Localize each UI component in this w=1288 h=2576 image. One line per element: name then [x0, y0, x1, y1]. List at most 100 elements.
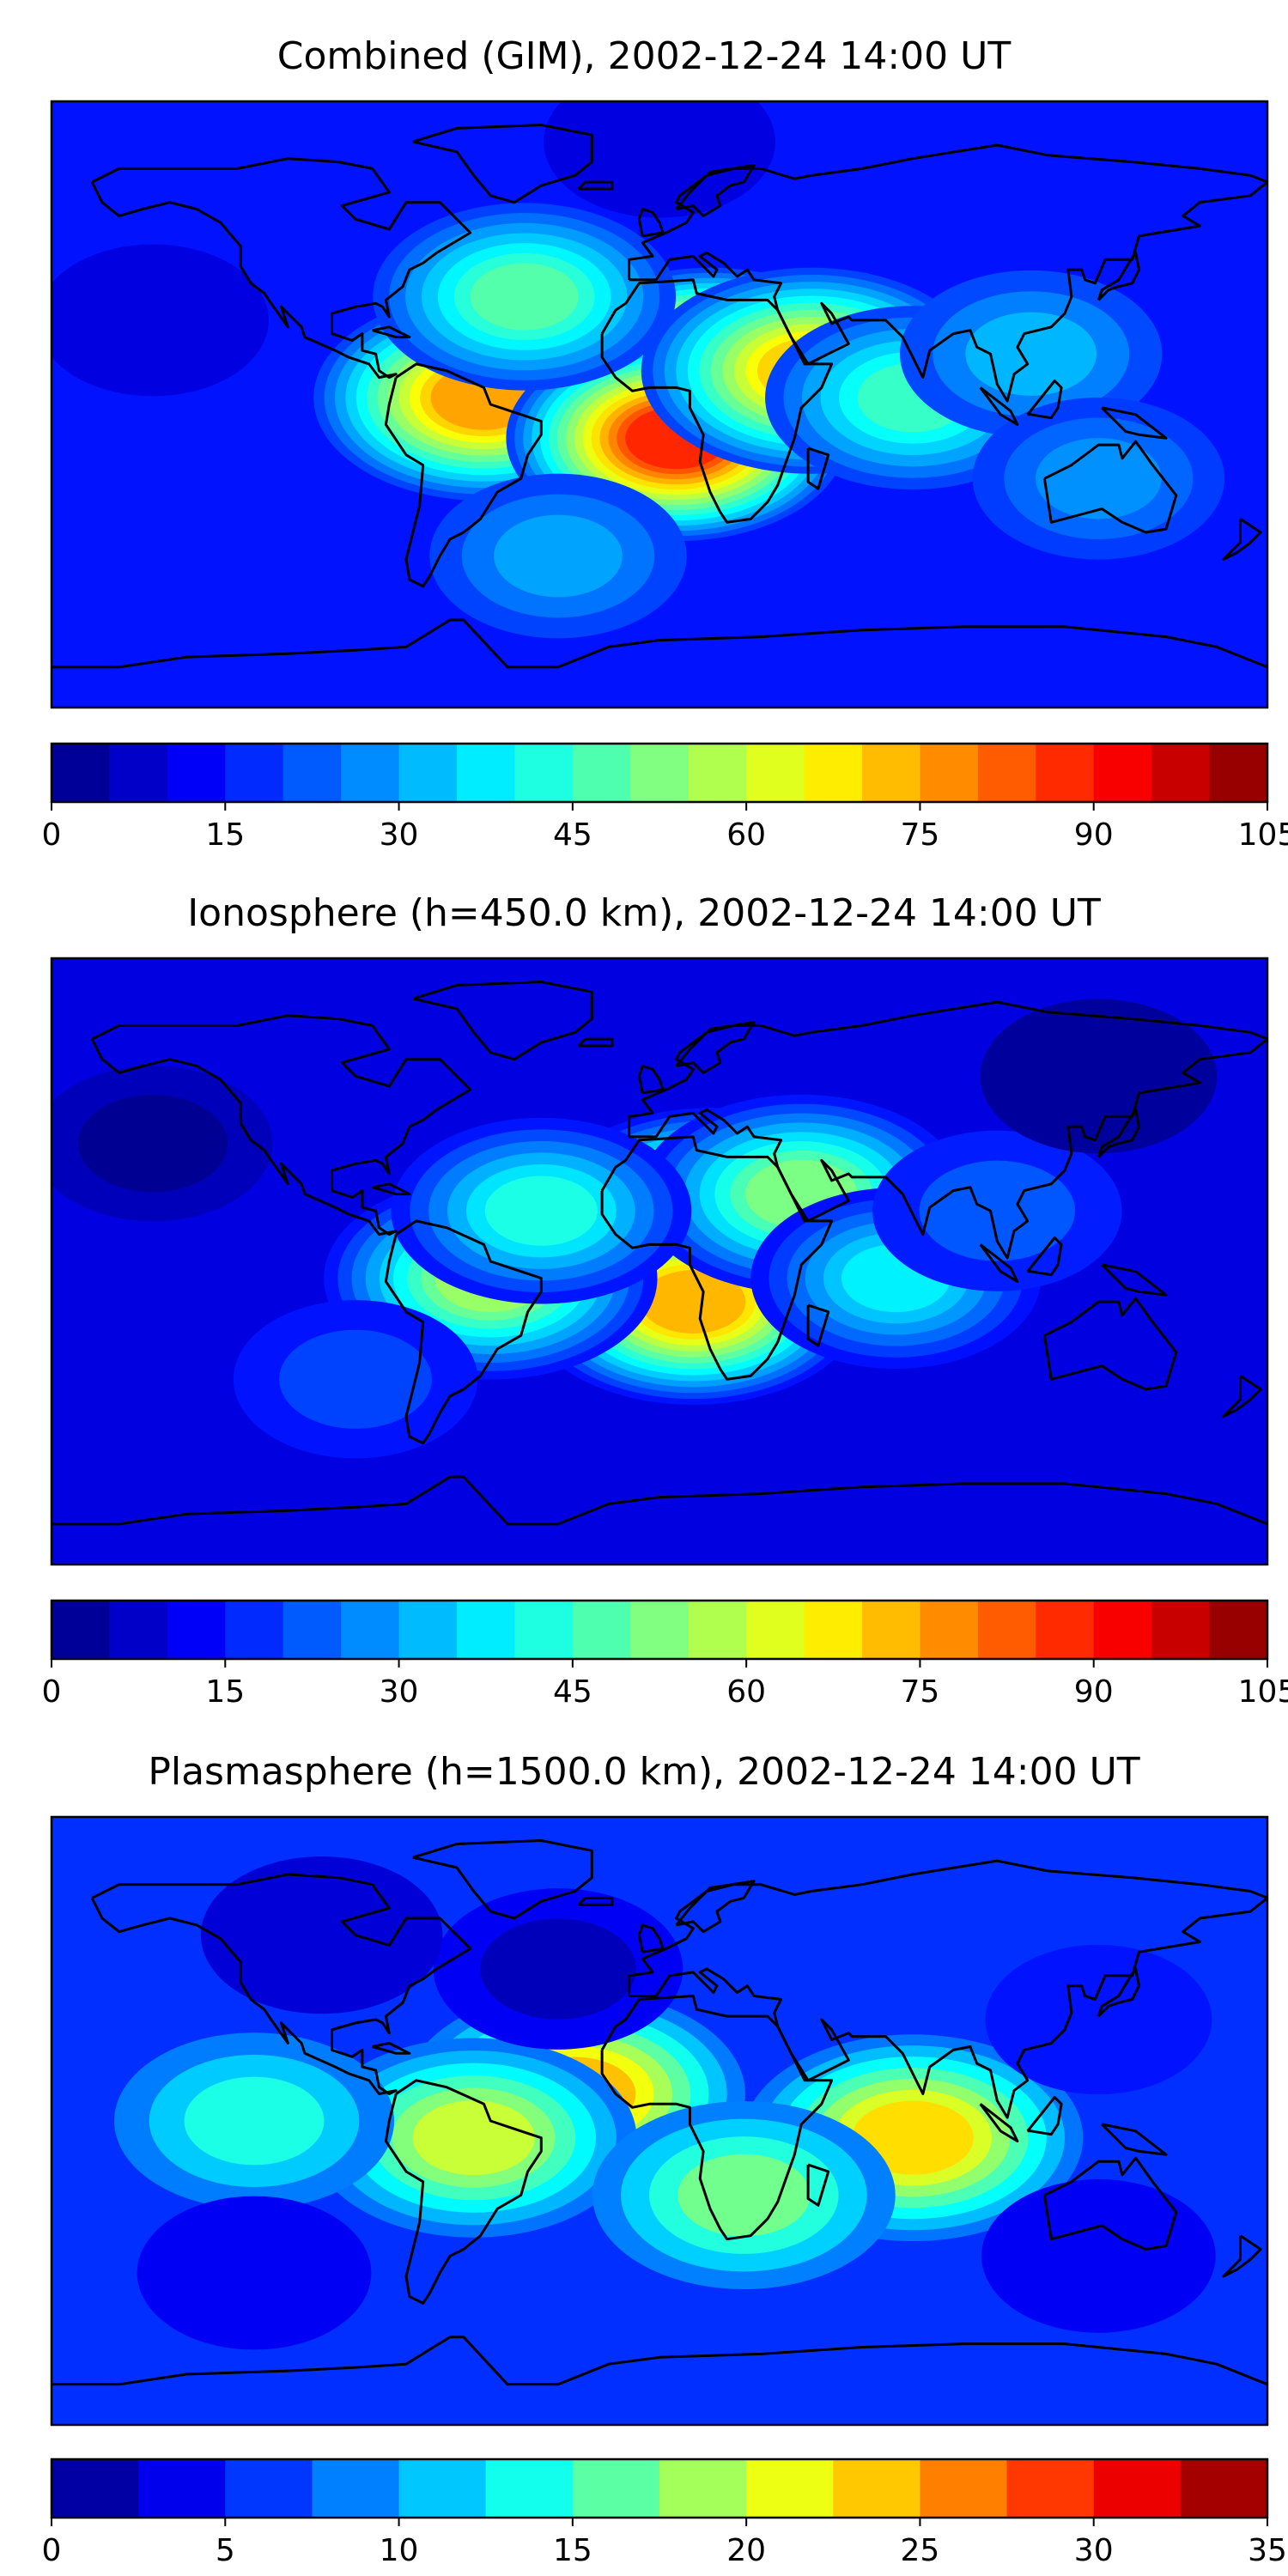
colorbar-segment	[167, 744, 226, 802]
colorbar-segment	[688, 1601, 747, 1659]
colorbar-segment	[862, 744, 921, 802]
contour-pacific-low	[52, 244, 269, 397]
coastline-africa	[600, 278, 834, 524]
map-panel-1: Combined (GIM), 2002-12-24 14:00 UT 0 15 30…	[42, 34, 1288, 853]
coastline-madagascar	[806, 447, 830, 490]
colorbar-segment	[572, 744, 631, 802]
coastline-cuba	[372, 1182, 411, 1196]
contour-southeast-asia	[919, 1160, 1076, 1261]
colorbar-frame	[50, 1599, 1269, 1661]
colorbar-segment	[804, 744, 863, 802]
coastline-greenland	[412, 124, 593, 204]
colorbar-tick-label: 60	[726, 1674, 766, 1710]
coastline-new-guinea	[1101, 2123, 1168, 2156]
coastline-scandinavia	[675, 1880, 756, 1934]
coastline-north-america	[90, 1014, 472, 1236]
colorbar-tick-label: 105	[1238, 1674, 1288, 1710]
coastline-new-zealand	[1222, 518, 1262, 561]
panel-1-title: Combined (GIM), 2002-12-24 14:00 UT	[277, 34, 1012, 78]
colorbar-segment	[109, 744, 168, 802]
colorbar-segment	[167, 1601, 226, 1659]
coastline-cuba	[372, 325, 411, 339]
colorbar-segment	[572, 2459, 660, 2518]
colorbar-segment	[398, 1601, 458, 1659]
coastline-new-guinea	[1101, 406, 1168, 440]
colorbar-segment	[283, 1601, 342, 1659]
contour-north-america-low	[200, 1856, 443, 2014]
coastline-madagascar	[806, 1303, 830, 1347]
colorbar-tick-label: 90	[1074, 1674, 1114, 1710]
colorbar-segment	[630, 744, 690, 802]
colorbar-segment	[1006, 2459, 1095, 2518]
coastline-britain	[637, 1923, 665, 1953]
colorbar-segment	[920, 1601, 979, 1659]
colorbar-segment	[688, 744, 747, 802]
colorbar-segment	[138, 2459, 226, 2518]
coastline-antarctica	[52, 618, 1267, 669]
colorbar-segment	[1093, 2459, 1182, 2518]
coastline-antarctica	[52, 1475, 1267, 1526]
colorbar-segment	[977, 744, 1036, 802]
coastline-new-zealand	[1222, 2234, 1262, 2278]
colorbar-segment	[109, 1601, 168, 1659]
colorbar-tick-label: 15	[205, 1674, 245, 1710]
coastline-north-america	[90, 157, 472, 380]
colorbar-segment	[1209, 1601, 1268, 1659]
colorbar-tick-label: 15	[553, 2533, 592, 2568]
colorbar-segment	[312, 2459, 400, 2518]
colorbar-segment	[341, 1601, 400, 1659]
colorbar-tick-label: 75	[901, 817, 940, 853]
colorbar-segment	[398, 744, 458, 802]
colorbar-segment	[920, 2459, 1008, 2518]
colorbar-tick-label: 20	[726, 2533, 766, 2568]
colorbar-tick-label: 45	[553, 817, 592, 853]
coastline-south-america	[384, 362, 543, 588]
coastline-sumatra	[979, 386, 1019, 426]
colorbar-tick-label: 60	[726, 817, 766, 853]
coastline-australia	[1042, 2156, 1178, 2251]
coastline-borneo	[1026, 1236, 1063, 1277]
contour-southern-ocean	[494, 514, 623, 598]
coastline-japan	[1097, 1967, 1140, 2018]
coastline-cuba	[372, 2042, 411, 2055]
contour-mid-atlantic	[484, 1176, 598, 1246]
contour-indian-ocean-max	[852, 2100, 974, 2175]
colorbar-1: 0 15 30 45 60 75 90 105	[42, 742, 1288, 853]
coastline-borneo	[1026, 380, 1063, 420]
contour-field	[52, 101, 1225, 639]
coastline-south-america	[384, 2079, 543, 2305]
coastline-sumatra	[979, 1243, 1019, 1283]
colorbar-segment	[1036, 1601, 1095, 1659]
coastline-scandinavia	[675, 164, 756, 217]
colorbar-segment	[746, 1601, 805, 1659]
coastline-iceland	[577, 1037, 614, 1048]
coastline-greenland	[412, 981, 593, 1061]
coastline-britain	[637, 1065, 665, 1095]
contour-tropical-band	[184, 2076, 325, 2166]
colorbar-segment	[833, 2459, 921, 2518]
colorbar-tick-label: 35	[1248, 2533, 1287, 2568]
colorbar-segment	[1093, 1601, 1152, 1659]
colorbar-segment	[920, 744, 979, 802]
map-frame	[50, 957, 1269, 1566]
colorbar-segment	[398, 2459, 487, 2518]
colorbar-segment	[659, 2459, 747, 2518]
coastlines	[52, 981, 1267, 1526]
colorbar-segment	[485, 2459, 574, 2518]
colorbar-tick-label: 30	[380, 1674, 419, 1710]
colorbar-tick-label: 0	[42, 1674, 62, 1710]
colorbar-segment	[1036, 744, 1095, 802]
contour-australia	[1035, 438, 1162, 519]
colorbar-3: 0 5 10 15 20 25 30 35	[42, 2458, 1287, 2568]
colorbar-segment	[977, 1601, 1036, 1659]
contour-japan-low	[985, 1944, 1212, 2095]
coastline-greenland	[412, 1839, 593, 1920]
colorbar-segment	[225, 744, 284, 802]
colorbar-segment	[572, 1601, 631, 1659]
colorbar-2: 0 15 30 45 60 75 90 105	[42, 1599, 1288, 1710]
contour-north-atlantic-low	[480, 1918, 636, 2020]
contour-field	[52, 999, 1218, 1459]
colorbar-segment	[457, 1601, 516, 1659]
colorbar-tick-label: 90	[1074, 817, 1114, 853]
colorbar-tick-label: 15	[205, 817, 245, 853]
